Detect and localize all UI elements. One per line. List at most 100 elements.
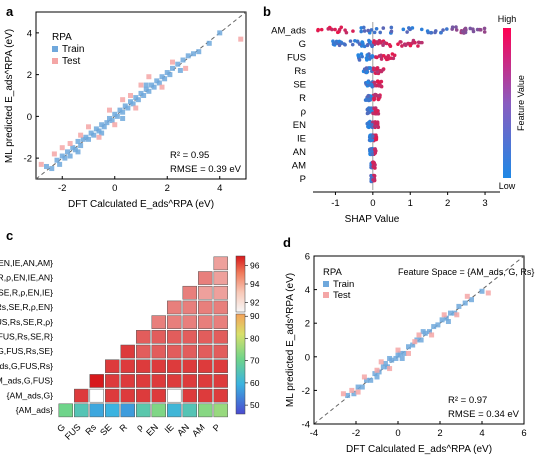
heatmap-cell xyxy=(167,403,182,418)
axis-ticks-b: -1 0 1 2 3 xyxy=(331,192,488,209)
shap-dot xyxy=(381,68,385,72)
heatmap-cell xyxy=(136,388,151,403)
point-test-d xyxy=(361,374,367,380)
point-train-d xyxy=(410,342,416,348)
heatmap-cell xyxy=(198,271,213,285)
heatmap-col-label: FUS xyxy=(63,422,83,442)
point-train-d xyxy=(418,337,424,343)
shap-dot xyxy=(425,29,430,33)
shap-dot xyxy=(471,29,476,34)
shap-feature-label: SE xyxy=(293,80,306,91)
point-train-d xyxy=(374,374,380,380)
heatmap-cell xyxy=(136,374,151,388)
heatmap-cell xyxy=(182,300,197,315)
shap-dot xyxy=(482,26,487,31)
heatmap-cell xyxy=(167,330,182,344)
shap-dot xyxy=(372,96,376,101)
shap-dot xyxy=(351,29,355,33)
colorbar-feature-value-label: Feature Value xyxy=(516,75,526,131)
point-test-a xyxy=(138,82,144,88)
heatmap-row-label: {AM_ads,G,FUS,Rs} xyxy=(0,361,53,371)
point-train-a xyxy=(130,101,136,107)
x-tick-label-b: 2 xyxy=(445,198,450,209)
x-tick-label-a: -2 xyxy=(58,183,66,194)
point-test-d xyxy=(355,389,361,395)
point-test-a xyxy=(128,93,133,98)
shap-dot xyxy=(364,66,369,70)
shap-dot xyxy=(372,30,377,35)
y-tick-label-d: 0 xyxy=(305,352,310,363)
shap-dot xyxy=(365,107,370,112)
y-tick-label-a: 2 xyxy=(27,70,32,81)
heatmap-cell xyxy=(105,359,120,374)
shap-dot xyxy=(335,30,340,35)
heatmap-cell xyxy=(182,285,197,300)
shap-dot xyxy=(374,55,379,60)
shap-dot xyxy=(369,28,374,32)
colorbar-tick-label: 94 xyxy=(250,279,260,289)
heatmap-cell xyxy=(167,359,182,374)
point-train-d xyxy=(387,355,393,361)
shap-dot xyxy=(389,56,393,61)
shap-dot xyxy=(369,82,374,87)
legend-title-a: RPA xyxy=(52,32,72,43)
shap-dot xyxy=(326,27,331,31)
heatmap-cell xyxy=(151,315,166,329)
point-train-d xyxy=(456,303,462,309)
stat-r2-a: R² = 0.95 xyxy=(170,150,209,161)
heatmap-cell xyxy=(151,388,166,403)
heatmap-row-label: {AM_ads,G,FUS,Rs,SE} xyxy=(0,346,53,356)
y-tick-label-a: -2 xyxy=(24,154,32,165)
shap-feature-label: Rs xyxy=(294,66,306,77)
point-test-a xyxy=(96,134,102,140)
shap-dot xyxy=(360,40,365,45)
shap-dot xyxy=(376,41,380,46)
x-tick-label-d: 6 xyxy=(521,428,526,439)
shap-dot xyxy=(370,54,374,58)
x-axis-label-b: SHAP Value xyxy=(345,214,400,225)
heatmap-cell xyxy=(105,374,120,388)
shap-dot xyxy=(371,164,376,169)
stat-rmse-a: RMSE = 0.39 eV xyxy=(170,164,242,175)
y-tick-label-d: -4 xyxy=(302,420,310,431)
shap-dot xyxy=(400,44,404,48)
point-train-a xyxy=(135,97,141,103)
point-train-a xyxy=(62,155,68,161)
x-tick-label-d: -2 xyxy=(352,428,360,439)
shap-dot xyxy=(392,53,397,58)
colorbar-tick-label: 92 xyxy=(250,298,260,308)
point-train-a xyxy=(206,40,212,46)
heatmap-cell xyxy=(151,330,166,344)
heatmap-cell xyxy=(198,359,213,374)
point-test-a xyxy=(120,97,126,103)
shap-dot xyxy=(367,98,371,103)
point-train-a xyxy=(149,82,154,88)
heatmap-cell xyxy=(213,388,228,403)
plot-frame-a xyxy=(35,11,247,180)
point-train-a xyxy=(185,53,191,59)
shap-dots xyxy=(316,25,487,184)
panel-letter-b: b xyxy=(263,4,271,19)
point-test-d xyxy=(387,366,393,372)
point-test-a xyxy=(51,151,57,157)
heatmap-cell xyxy=(213,300,228,315)
shap-dot xyxy=(375,120,380,124)
shap-dot xyxy=(373,92,378,97)
point-train-a xyxy=(67,153,73,159)
point-train-a xyxy=(65,149,70,155)
shap-dot xyxy=(379,84,383,88)
x-tick-label-b: 3 xyxy=(482,198,487,209)
shap-dot xyxy=(353,39,357,43)
shap-dot xyxy=(356,54,361,58)
heatmap-cell xyxy=(89,374,104,388)
point-train-a xyxy=(80,136,86,142)
point-train-a xyxy=(133,95,139,101)
heatmap-cell xyxy=(120,388,135,403)
point-test-d xyxy=(464,293,470,299)
point-train-a xyxy=(170,65,175,71)
point-train-d xyxy=(382,361,388,367)
heatmap-row-label: {AM_ads,G,FUS,Rs,SE,R} xyxy=(0,331,53,341)
point-test-d xyxy=(406,350,411,356)
shap-dot xyxy=(319,27,324,32)
heatmap-cell xyxy=(198,388,213,403)
